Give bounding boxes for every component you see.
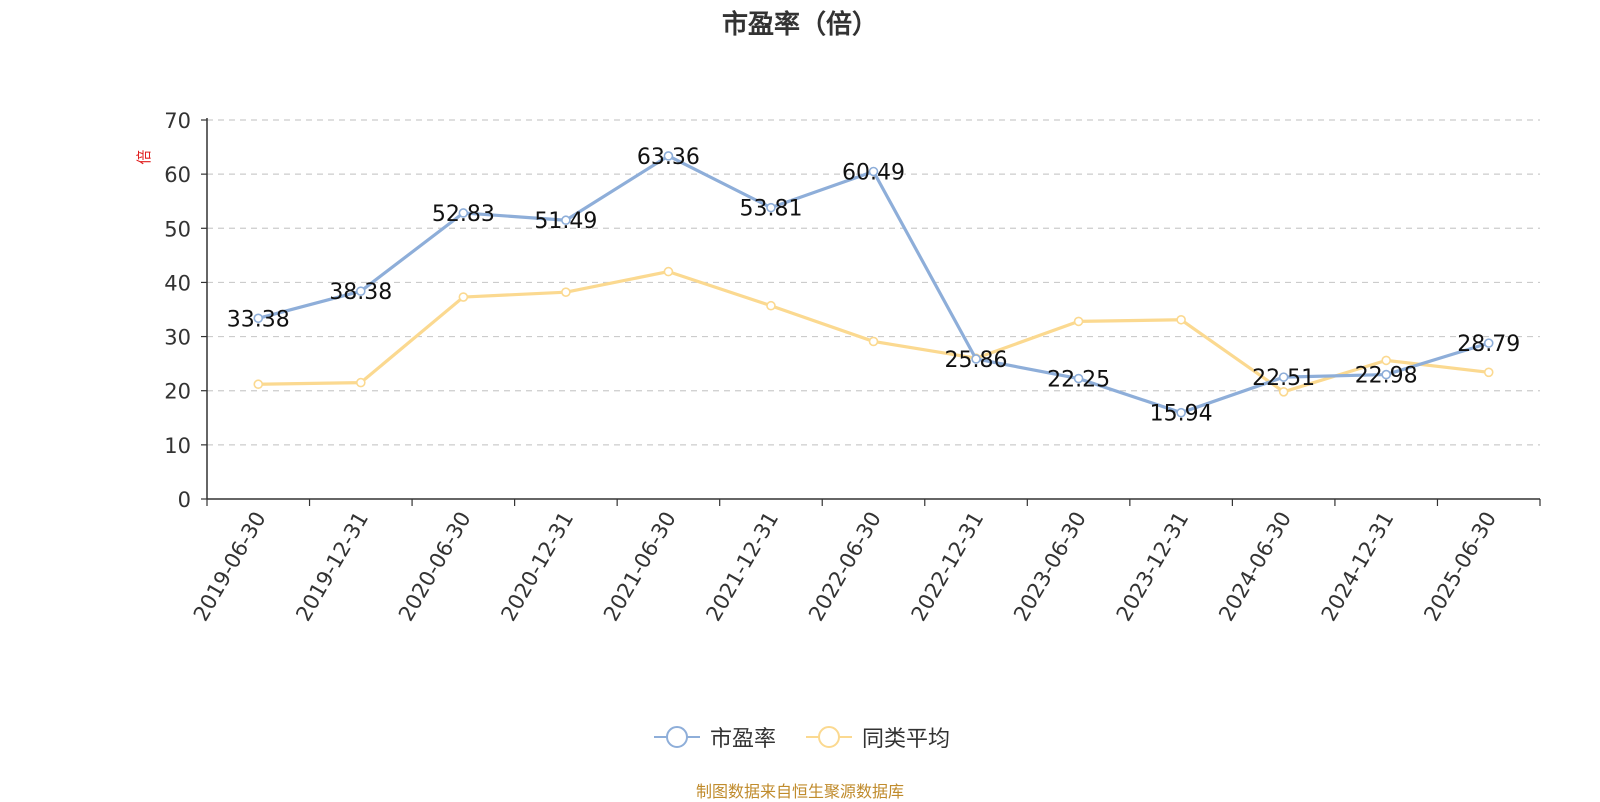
x-tick-label: 2023-12-31 bbox=[1112, 508, 1194, 626]
data-point-series-0 bbox=[1483, 338, 1494, 348]
x-tick-label: 2019-06-30 bbox=[189, 508, 271, 626]
x-tick-label: 2020-06-30 bbox=[394, 508, 476, 626]
x-tick-label: 2024-12-31 bbox=[1317, 508, 1399, 626]
y-tick-label: 10 bbox=[164, 434, 191, 458]
x-tick-label: 2022-06-30 bbox=[804, 508, 886, 626]
data-label: 22.98 bbox=[1355, 364, 1418, 389]
data-point-series-1 bbox=[561, 287, 571, 297]
data-point-series-1 bbox=[663, 266, 674, 277]
y-tick-label: 30 bbox=[164, 326, 191, 350]
y-tick-label: 50 bbox=[164, 217, 191, 241]
chart-title: 市盈率（倍） bbox=[721, 10, 878, 40]
data-point-series-0 bbox=[1278, 372, 1289, 382]
data-point-series-0 bbox=[766, 202, 776, 213]
data-point-series-1 bbox=[868, 336, 879, 347]
data-point-series-0 bbox=[458, 208, 469, 218]
y-tick-label: 40 bbox=[164, 271, 191, 295]
data-point-series-0 bbox=[971, 354, 981, 364]
data-point-series-1 bbox=[1483, 367, 1494, 378]
data-label: 28.79 bbox=[1457, 332, 1520, 357]
y-tick-label: 20 bbox=[164, 380, 191, 404]
x-tick-label: 2020-12-31 bbox=[496, 508, 578, 626]
data-label: 63.36 bbox=[637, 145, 700, 170]
data-label: 60.49 bbox=[842, 160, 905, 185]
data-label: 15.94 bbox=[1150, 402, 1213, 427]
data-point-series-0 bbox=[356, 286, 366, 296]
legend-marker-peer-average-icon bbox=[806, 726, 852, 748]
data-point-series-0 bbox=[868, 166, 879, 177]
data-point-series-0 bbox=[253, 313, 264, 324]
data-label: 51.49 bbox=[534, 209, 597, 234]
data-point-series-1 bbox=[1176, 314, 1186, 325]
data-label: 22.25 bbox=[1047, 368, 1110, 393]
data-point-series-1 bbox=[1073, 316, 1084, 327]
data-point-series-1 bbox=[458, 292, 469, 302]
x-tick-label: 2019-12-31 bbox=[291, 508, 373, 626]
y-axis-unit-label: 倍 bbox=[135, 150, 153, 165]
x-tick-label: 2021-06-30 bbox=[599, 508, 681, 626]
legend-circle-peer-average bbox=[818, 726, 840, 748]
data-point-series-0 bbox=[561, 215, 571, 226]
legend-item-pe[interactable]: 市盈率 bbox=[652, 722, 776, 752]
x-tick-label: 2024-06-30 bbox=[1214, 508, 1296, 626]
data-label: 53.81 bbox=[739, 197, 802, 222]
data-point-series-1 bbox=[253, 379, 264, 390]
y-tick-label: 0 bbox=[178, 488, 191, 512]
data-point-series-0 bbox=[1176, 407, 1186, 418]
x-tick-label: 2025-06-30 bbox=[1419, 508, 1501, 626]
x-tick-label: 2022-12-31 bbox=[907, 508, 989, 626]
data-point-series-1 bbox=[356, 377, 366, 388]
legend-marker-pe-icon bbox=[654, 726, 700, 748]
data-label: 52.83 bbox=[432, 202, 495, 227]
data-point-series-1 bbox=[766, 300, 776, 311]
data-point-series-0 bbox=[663, 151, 674, 161]
data-point-series-1 bbox=[1278, 386, 1289, 397]
data-label: 22.51 bbox=[1252, 366, 1315, 391]
legend: 市盈率 同类平均 bbox=[0, 722, 1600, 752]
source-note: 制图数据来自恒生聚源数据库 bbox=[695, 782, 904, 801]
data-label: 33.38 bbox=[227, 307, 290, 332]
y-tick-label: 70 bbox=[164, 109, 191, 133]
data-point-series-0 bbox=[1381, 369, 1391, 380]
x-tick-label: 2023-06-30 bbox=[1009, 508, 1091, 626]
y-tick-label: 60 bbox=[164, 163, 191, 187]
data-point-series-1 bbox=[1381, 355, 1391, 366]
legend-label-peer-average: 同类平均 bbox=[862, 727, 951, 752]
data-label: 25.86 bbox=[945, 348, 1008, 373]
legend-item-peer-average[interactable]: 同类平均 bbox=[804, 722, 950, 752]
legend-circle-pe bbox=[666, 726, 688, 748]
legend-label-pe: 市盈率 bbox=[710, 727, 777, 752]
data-point-series-0 bbox=[1073, 373, 1084, 384]
data-label: 38.38 bbox=[329, 280, 392, 305]
x-tick-label: 2021-12-31 bbox=[701, 508, 783, 626]
